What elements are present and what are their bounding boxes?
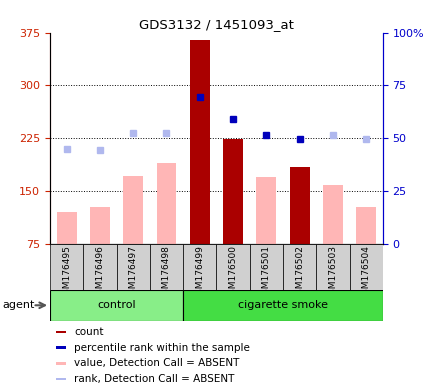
Bar xyxy=(56,212,76,244)
Bar xyxy=(189,40,209,244)
Bar xyxy=(223,139,243,244)
Bar xyxy=(316,244,349,290)
Text: rank, Detection Call = ABSENT: rank, Detection Call = ABSENT xyxy=(74,374,234,384)
Bar xyxy=(216,244,249,290)
Bar xyxy=(355,207,375,244)
Bar xyxy=(156,163,176,244)
Bar xyxy=(249,244,283,290)
Bar xyxy=(183,244,216,290)
Text: value, Detection Call = ABSENT: value, Detection Call = ABSENT xyxy=(74,358,239,368)
Text: GSM176501: GSM176501 xyxy=(261,245,270,300)
Text: GSM176502: GSM176502 xyxy=(294,245,303,300)
Bar xyxy=(56,377,66,381)
Bar xyxy=(90,207,110,244)
Text: agent: agent xyxy=(2,300,34,310)
Text: cigarette smoke: cigarette smoke xyxy=(237,300,327,310)
Text: control: control xyxy=(97,300,135,310)
Title: GDS3132 / 1451093_at: GDS3132 / 1451093_at xyxy=(138,18,293,31)
Bar xyxy=(183,290,382,321)
Bar xyxy=(256,177,276,244)
Text: GSM176504: GSM176504 xyxy=(361,245,370,300)
Bar xyxy=(83,244,116,290)
Bar xyxy=(56,362,66,365)
Bar xyxy=(283,244,316,290)
Text: count: count xyxy=(74,327,103,337)
Bar xyxy=(50,290,183,321)
Bar xyxy=(56,346,66,349)
Bar xyxy=(322,185,342,244)
Text: percentile rank within the sample: percentile rank within the sample xyxy=(74,343,249,353)
Bar xyxy=(123,175,143,244)
Text: GSM176499: GSM176499 xyxy=(195,245,204,300)
Text: GSM176498: GSM176498 xyxy=(161,245,171,300)
Bar xyxy=(349,244,382,290)
Bar xyxy=(116,244,149,290)
Bar xyxy=(149,244,183,290)
Bar xyxy=(289,167,309,244)
Text: GSM176496: GSM176496 xyxy=(95,245,104,300)
Bar xyxy=(56,331,66,333)
Text: GSM176503: GSM176503 xyxy=(328,245,337,300)
Text: GSM176495: GSM176495 xyxy=(62,245,71,300)
Bar xyxy=(50,244,83,290)
Text: GSM176497: GSM176497 xyxy=(128,245,138,300)
Text: GSM176500: GSM176500 xyxy=(228,245,237,300)
